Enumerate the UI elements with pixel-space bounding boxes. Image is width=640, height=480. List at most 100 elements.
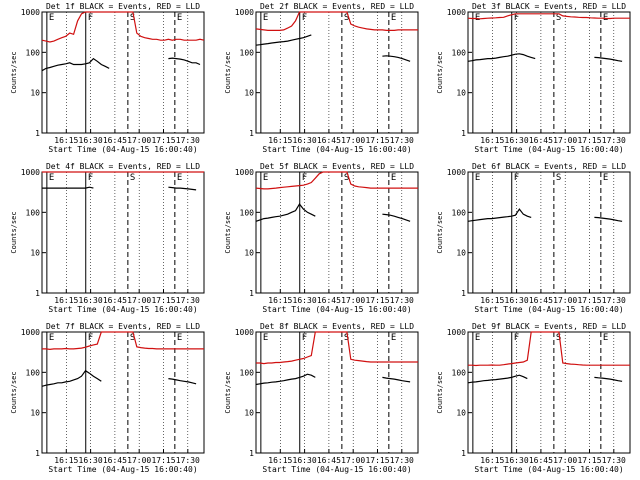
panel-title: Det 2f BLACK = Events, RED = LLD: [260, 2, 414, 11]
series-lld: [255, 171, 418, 190]
marker-label: E: [475, 13, 480, 23]
marker-label: F: [88, 333, 93, 343]
series-lld: [256, 331, 418, 365]
panel-2: Det 2f BLACK = Events, RED = LLD E F S E 1 10 1…: [224, 2, 419, 154]
panel-title: Det 7f BLACK = Events, RED = LLD: [46, 322, 200, 331]
y-axis-label: Counts/sec: [436, 371, 444, 413]
x-tick-label: 17:15: [151, 296, 175, 305]
x-tick-label: 17:15: [577, 296, 601, 305]
x-tick-label: 16:30: [293, 296, 317, 305]
axes-frame: [467, 171, 631, 294]
marker-label: E: [391, 13, 396, 23]
marker-label: F: [514, 13, 519, 23]
panel-5: Det 5f BLACK = Events, RED = LLD E F S E 1 10 1…: [224, 162, 419, 314]
y-tick-label: 10: [244, 89, 254, 98]
y-tick-label: 1000: [447, 8, 466, 17]
y-axis-label: Counts/sec: [224, 211, 232, 253]
series-events: [467, 208, 623, 222]
x-tick-label: 17:30: [176, 136, 200, 145]
x-tick-label: 16:30: [79, 136, 103, 145]
y-tick-label: 1000: [235, 8, 254, 17]
x-tick-label: 16:30: [505, 136, 529, 145]
marker-label: S: [344, 173, 349, 183]
y-axis-label: Counts/sec: [10, 371, 18, 413]
y-tick-label: 1: [461, 449, 466, 458]
panel-9: Det 9f BLACK = Events, RED = LLD E F S E 1 10 1…: [436, 322, 631, 474]
panel-title: Det 8f BLACK = Events, RED = LLD: [260, 322, 414, 331]
y-tick-label: 1: [249, 289, 254, 298]
series-events: [255, 373, 411, 386]
series-lld: [255, 11, 418, 31]
x-tick-label: 16:15: [268, 456, 292, 465]
panel-4: Det 4f BLACK = Events, RED = LLD E F S E 1 10 1…: [10, 162, 205, 314]
x-tick-label: 17:00: [127, 136, 151, 145]
x-tick-label: 17:15: [577, 456, 601, 465]
y-tick-label: 100: [26, 48, 41, 57]
y-tick-label: 10: [30, 89, 40, 98]
marker-label: F: [514, 333, 519, 343]
x-tick-label: 17:30: [602, 136, 626, 145]
marker-label: S: [130, 173, 135, 183]
x-tick-label: 17:15: [365, 456, 389, 465]
y-tick-label: 10: [30, 409, 40, 418]
y-tick-label: 1: [35, 129, 40, 138]
marker-label: E: [475, 333, 480, 343]
y-tick-label: 1: [249, 449, 254, 458]
panel-8: Det 8f BLACK = Events, RED = LLD E F S E 1 10 1…: [224, 322, 419, 474]
series-events: [467, 374, 623, 384]
x-tick-label: 17:00: [341, 136, 365, 145]
x-tick-label: 17:15: [151, 456, 175, 465]
panel-title: Det 4f BLACK = Events, RED = LLD: [46, 162, 200, 171]
x-tick-label: 16:45: [529, 136, 553, 145]
x-tick-label: 17:15: [577, 136, 601, 145]
x-tick-label: 16:45: [529, 456, 553, 465]
y-tick-label: 1: [35, 289, 40, 298]
x-tick-label: 17:30: [176, 296, 200, 305]
y-tick-label: 1: [461, 129, 466, 138]
y-axis-label: Counts/sec: [10, 51, 18, 93]
x-tick-label: 17:30: [390, 296, 414, 305]
y-tick-label: 10: [244, 249, 254, 258]
y-tick-label: 1000: [21, 168, 40, 177]
x-axis-label: Start Time (04-Aug-15 16:00:40): [474, 465, 623, 474]
marker-label: E: [603, 333, 608, 343]
y-axis-label: Counts/sec: [224, 51, 232, 93]
x-tick-label: 16:45: [317, 456, 341, 465]
series-lld: [42, 331, 204, 351]
x-axis-label: Start Time (04-Aug-15 16:00:40): [48, 145, 197, 154]
series-events: [255, 203, 411, 222]
x-tick-label: 17:00: [553, 456, 577, 465]
x-tick-label: 16:15: [268, 296, 292, 305]
y-tick-label: 10: [30, 249, 40, 258]
marker-label: E: [391, 333, 396, 343]
y-tick-label: 100: [452, 208, 467, 217]
series-lld: [468, 331, 630, 367]
panel-title: Det 3f BLACK = Events, RED = LLD: [472, 2, 626, 11]
y-tick-label: 10: [456, 409, 466, 418]
y-axis-label: Counts/sec: [436, 211, 444, 253]
y-tick-label: 100: [452, 48, 467, 57]
y-tick-label: 100: [26, 368, 41, 377]
x-tick-label: 16:30: [293, 456, 317, 465]
marker-label: S: [556, 333, 561, 343]
y-tick-label: 1000: [21, 328, 40, 337]
series-events: [41, 57, 201, 72]
panel-title: Det 6f BLACK = Events, RED = LLD: [472, 162, 626, 171]
panel-title: Det 5f BLACK = Events, RED = LLD: [260, 162, 414, 171]
y-tick-label: 10: [244, 409, 254, 418]
series-lld: [41, 11, 205, 43]
marker-label: F: [88, 173, 93, 183]
panel-title: Det 1f BLACK = Events, RED = LLD: [46, 2, 200, 11]
y-tick-label: 1000: [21, 8, 40, 17]
x-tick-label: 16:45: [103, 296, 127, 305]
x-tick-label: 16:45: [317, 296, 341, 305]
x-tick-label: 17:00: [553, 136, 577, 145]
x-tick-label: 16:15: [480, 296, 504, 305]
y-tick-label: 100: [240, 368, 255, 377]
marker-label: S: [344, 333, 349, 343]
x-tick-label: 16:45: [103, 136, 127, 145]
marker-label: F: [302, 13, 307, 23]
marker-label: S: [344, 13, 349, 23]
x-tick-label: 16:30: [505, 296, 529, 305]
